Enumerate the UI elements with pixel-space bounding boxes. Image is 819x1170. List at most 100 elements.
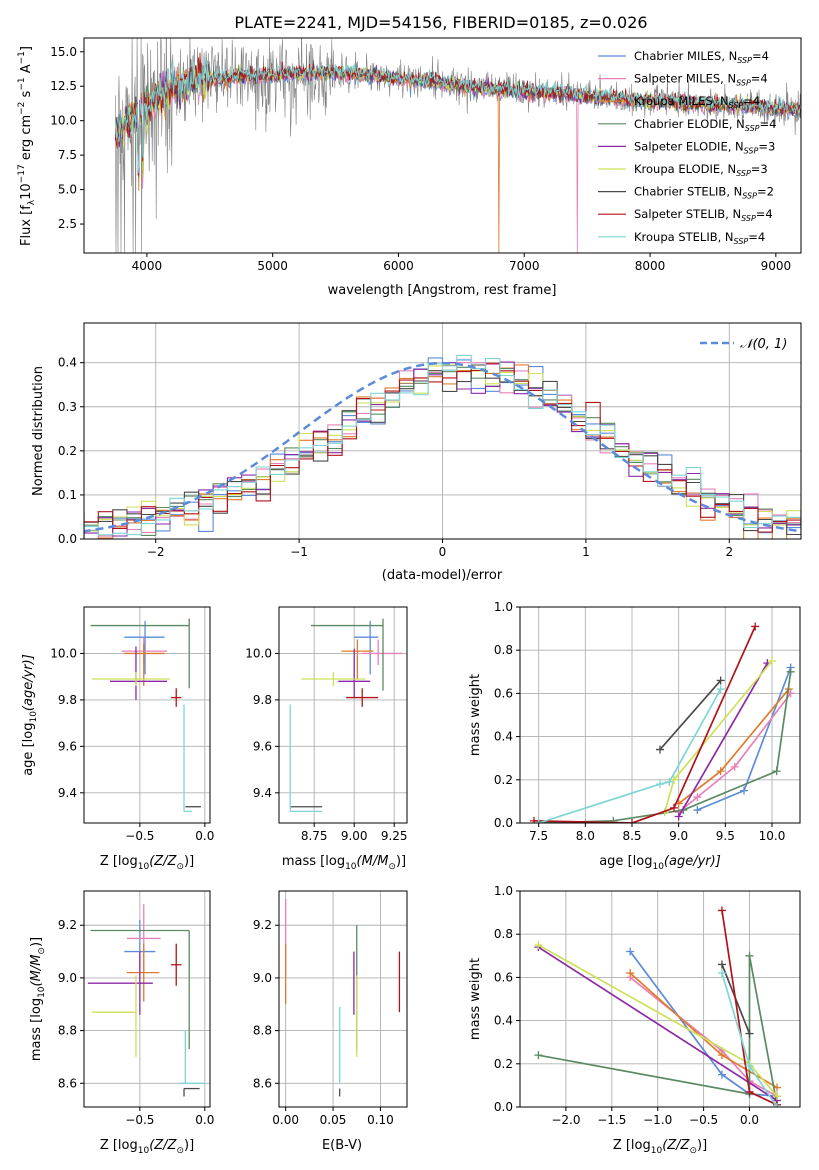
y-tick-label: 0.8 xyxy=(494,927,513,941)
weight-marker xyxy=(773,1103,782,1107)
y-tick-label: 0.0 xyxy=(494,816,513,830)
y-tick-label: 0.2 xyxy=(494,1057,513,1071)
age_vs_Z-marks xyxy=(90,618,201,813)
y-tick-label: 10.0 xyxy=(50,114,77,128)
weightZ-xlabel: Z [log10(Z/Z⊙)] xyxy=(613,1138,707,1156)
weight-marker xyxy=(786,667,795,676)
weight_vs_age-panel: 7.5 8.0 8.5 9.0 9.5 10.0 0.0 0.2 0.4 0.6 0.8 1.0 xyxy=(494,600,801,843)
agemass-xlabel: mass [log10(M/M⊙)] xyxy=(282,854,406,872)
x-tick-label: 7.5 xyxy=(529,829,548,843)
weight_vs_Z-panel: −2.0 −1.5 −1.0 −0.5 0.0 0.0 0.2 0.4 0.6 0.8 1.0 xyxy=(494,884,801,1127)
weight-marker xyxy=(628,819,636,823)
weight-marker xyxy=(656,780,664,789)
x-tick-label: −0.5 xyxy=(125,1113,154,1127)
weight-series-1 xyxy=(678,692,792,813)
y-tick-label: 12.5 xyxy=(50,79,77,93)
weight-marker xyxy=(745,951,754,960)
x-tick-label: 9.0 xyxy=(669,829,688,843)
residuals-steps xyxy=(84,354,801,539)
histogram-series-8 xyxy=(84,354,801,536)
spectrum-panel: PLATE=2241, MJD=54156, FIBERID=0185, z=0… xyxy=(17,13,802,298)
y-tick-label: 8.8 xyxy=(253,1024,272,1038)
weight-marker xyxy=(626,969,635,978)
x-tick-label: 0.0 xyxy=(195,1113,214,1127)
weight_vs_age-frame xyxy=(519,606,801,824)
legend-entry: Chabrier STELIB, NSSP=2 xyxy=(634,185,774,201)
x-tick-label: 7000 xyxy=(509,259,540,273)
x-tick-label: −2 xyxy=(147,545,165,559)
y-tick-label: 9.2 xyxy=(58,918,77,932)
x-tick-label: 8.75 xyxy=(301,829,328,843)
legend-entry: Chabrier ELODIE, NSSP=4 xyxy=(634,117,776,133)
x-tick-label: −1.0 xyxy=(643,1113,672,1127)
massZ-ylabel: mass [log10(M/M⊙)] xyxy=(29,937,47,1061)
x-tick-label: 0.05 xyxy=(320,1113,347,1127)
weight-marker xyxy=(745,1087,754,1096)
weight-series-8 xyxy=(538,688,722,823)
x-tick-label: 0 xyxy=(439,545,447,559)
y-tick-label: 0.6 xyxy=(494,970,513,984)
x-tick-label: 9.25 xyxy=(381,829,408,843)
weight-marker xyxy=(717,906,726,915)
weight-marker xyxy=(656,745,664,754)
weight-marker xyxy=(674,812,683,821)
residuals-xlabel: (data-model)/error xyxy=(382,568,503,583)
weight-marker xyxy=(693,793,702,802)
age_vs_mass-marks xyxy=(289,618,403,813)
mass_vs_EBV-marks xyxy=(284,898,401,1097)
y-tick-label: 0.3 xyxy=(58,400,77,414)
x-tick-label: −2.0 xyxy=(551,1113,580,1127)
weight_vs_Z-frame xyxy=(519,890,801,1108)
x-tick-label: −1.5 xyxy=(597,1113,626,1127)
y-tick-label: 0.6 xyxy=(494,686,513,700)
y-tick-label: 10.0 xyxy=(245,646,272,660)
mass_vs_Z-panel: −0.5 0.0 8.6 8.8 9.0 9.2 xyxy=(58,890,214,1127)
weight-marker xyxy=(717,960,726,969)
y-tick-label: 0.8 xyxy=(494,643,513,657)
age_vs_Z-panel: −0.5 0.0 9.4 9.6 9.8 10.0 xyxy=(50,606,214,843)
y-tick-label: 8.6 xyxy=(58,1076,77,1090)
weight-series-3 xyxy=(538,671,792,823)
weight-marker xyxy=(772,767,781,776)
weight-marker xyxy=(716,676,725,685)
mass_vs_EBV-frame xyxy=(278,890,408,1108)
y-tick-label: 0.4 xyxy=(58,356,77,370)
spectrum-title: PLATE=2241, MJD=54156, FIBERID=0185, z=0… xyxy=(234,13,647,32)
residuals-ylabel: Normed distribution xyxy=(31,366,46,496)
x-tick-label: −0.5 xyxy=(125,829,154,843)
ageZ-xlabel: Z [log10(Z/Z⊙)] xyxy=(100,854,194,872)
weight-series-3 xyxy=(538,955,778,1105)
mass_vs_Z-frame xyxy=(83,890,211,1108)
parameter-panels: −0.5 0.0 9.4 9.6 9.8 10.0 8.75 9.00 9.25 9.4 9.6 9.… xyxy=(50,600,801,1127)
x-tick-label: 8000 xyxy=(635,259,666,273)
weight-marker xyxy=(745,1029,754,1038)
age_vs_Z-frame xyxy=(83,606,211,824)
weightage-ylabel: mass weight xyxy=(468,674,483,756)
weight-series-7 xyxy=(533,626,756,823)
y-tick-label: 0.4 xyxy=(494,730,513,744)
weight-marker xyxy=(745,1061,754,1070)
spectrum-xlabel: wavelength [Angstrom, rest frame] xyxy=(328,283,557,298)
spectrum-model-8 xyxy=(115,56,801,174)
x-tick-label: 9.5 xyxy=(716,829,735,843)
x-tick-label: 0.00 xyxy=(272,1113,299,1127)
spectrum-legend: Chabrier MILES, NSSP=4 Salpeter MILES, NS… xyxy=(598,49,776,246)
residuals-panel: −2 −1 0 1 2 0.0 0.1 0.2 0.3 0.4 (data-model)/erro… xyxy=(31,322,802,583)
massEBV-xlabel: E(B-V) xyxy=(322,1138,362,1153)
y-tick-label: 2.5 xyxy=(58,217,77,231)
residuals-legend-label: 𝒩(0, 1) xyxy=(740,337,787,352)
legend-entry: Kroupa MILES, NSSP=4 xyxy=(634,94,760,110)
x-tick-label: 5000 xyxy=(257,259,288,273)
y-tick-label: 10.0 xyxy=(50,646,77,660)
y-tick-label: 9.6 xyxy=(58,739,77,753)
mass_vs_Z-marks xyxy=(87,904,205,1097)
weight-marker xyxy=(717,1051,726,1060)
y-tick-label: 9.0 xyxy=(253,971,272,985)
y-tick-label: 0.2 xyxy=(494,773,513,787)
weight-series-6 xyxy=(659,679,722,751)
spectrum-ticks: 4000 5000 6000 7000 8000 9000 2.5 5.0 7.5 10.0 12.… xyxy=(50,45,791,273)
x-tick-label: 0.0 xyxy=(195,829,214,843)
weight-marker xyxy=(693,806,702,815)
weightZ-ylabel: mass weight xyxy=(468,958,483,1040)
